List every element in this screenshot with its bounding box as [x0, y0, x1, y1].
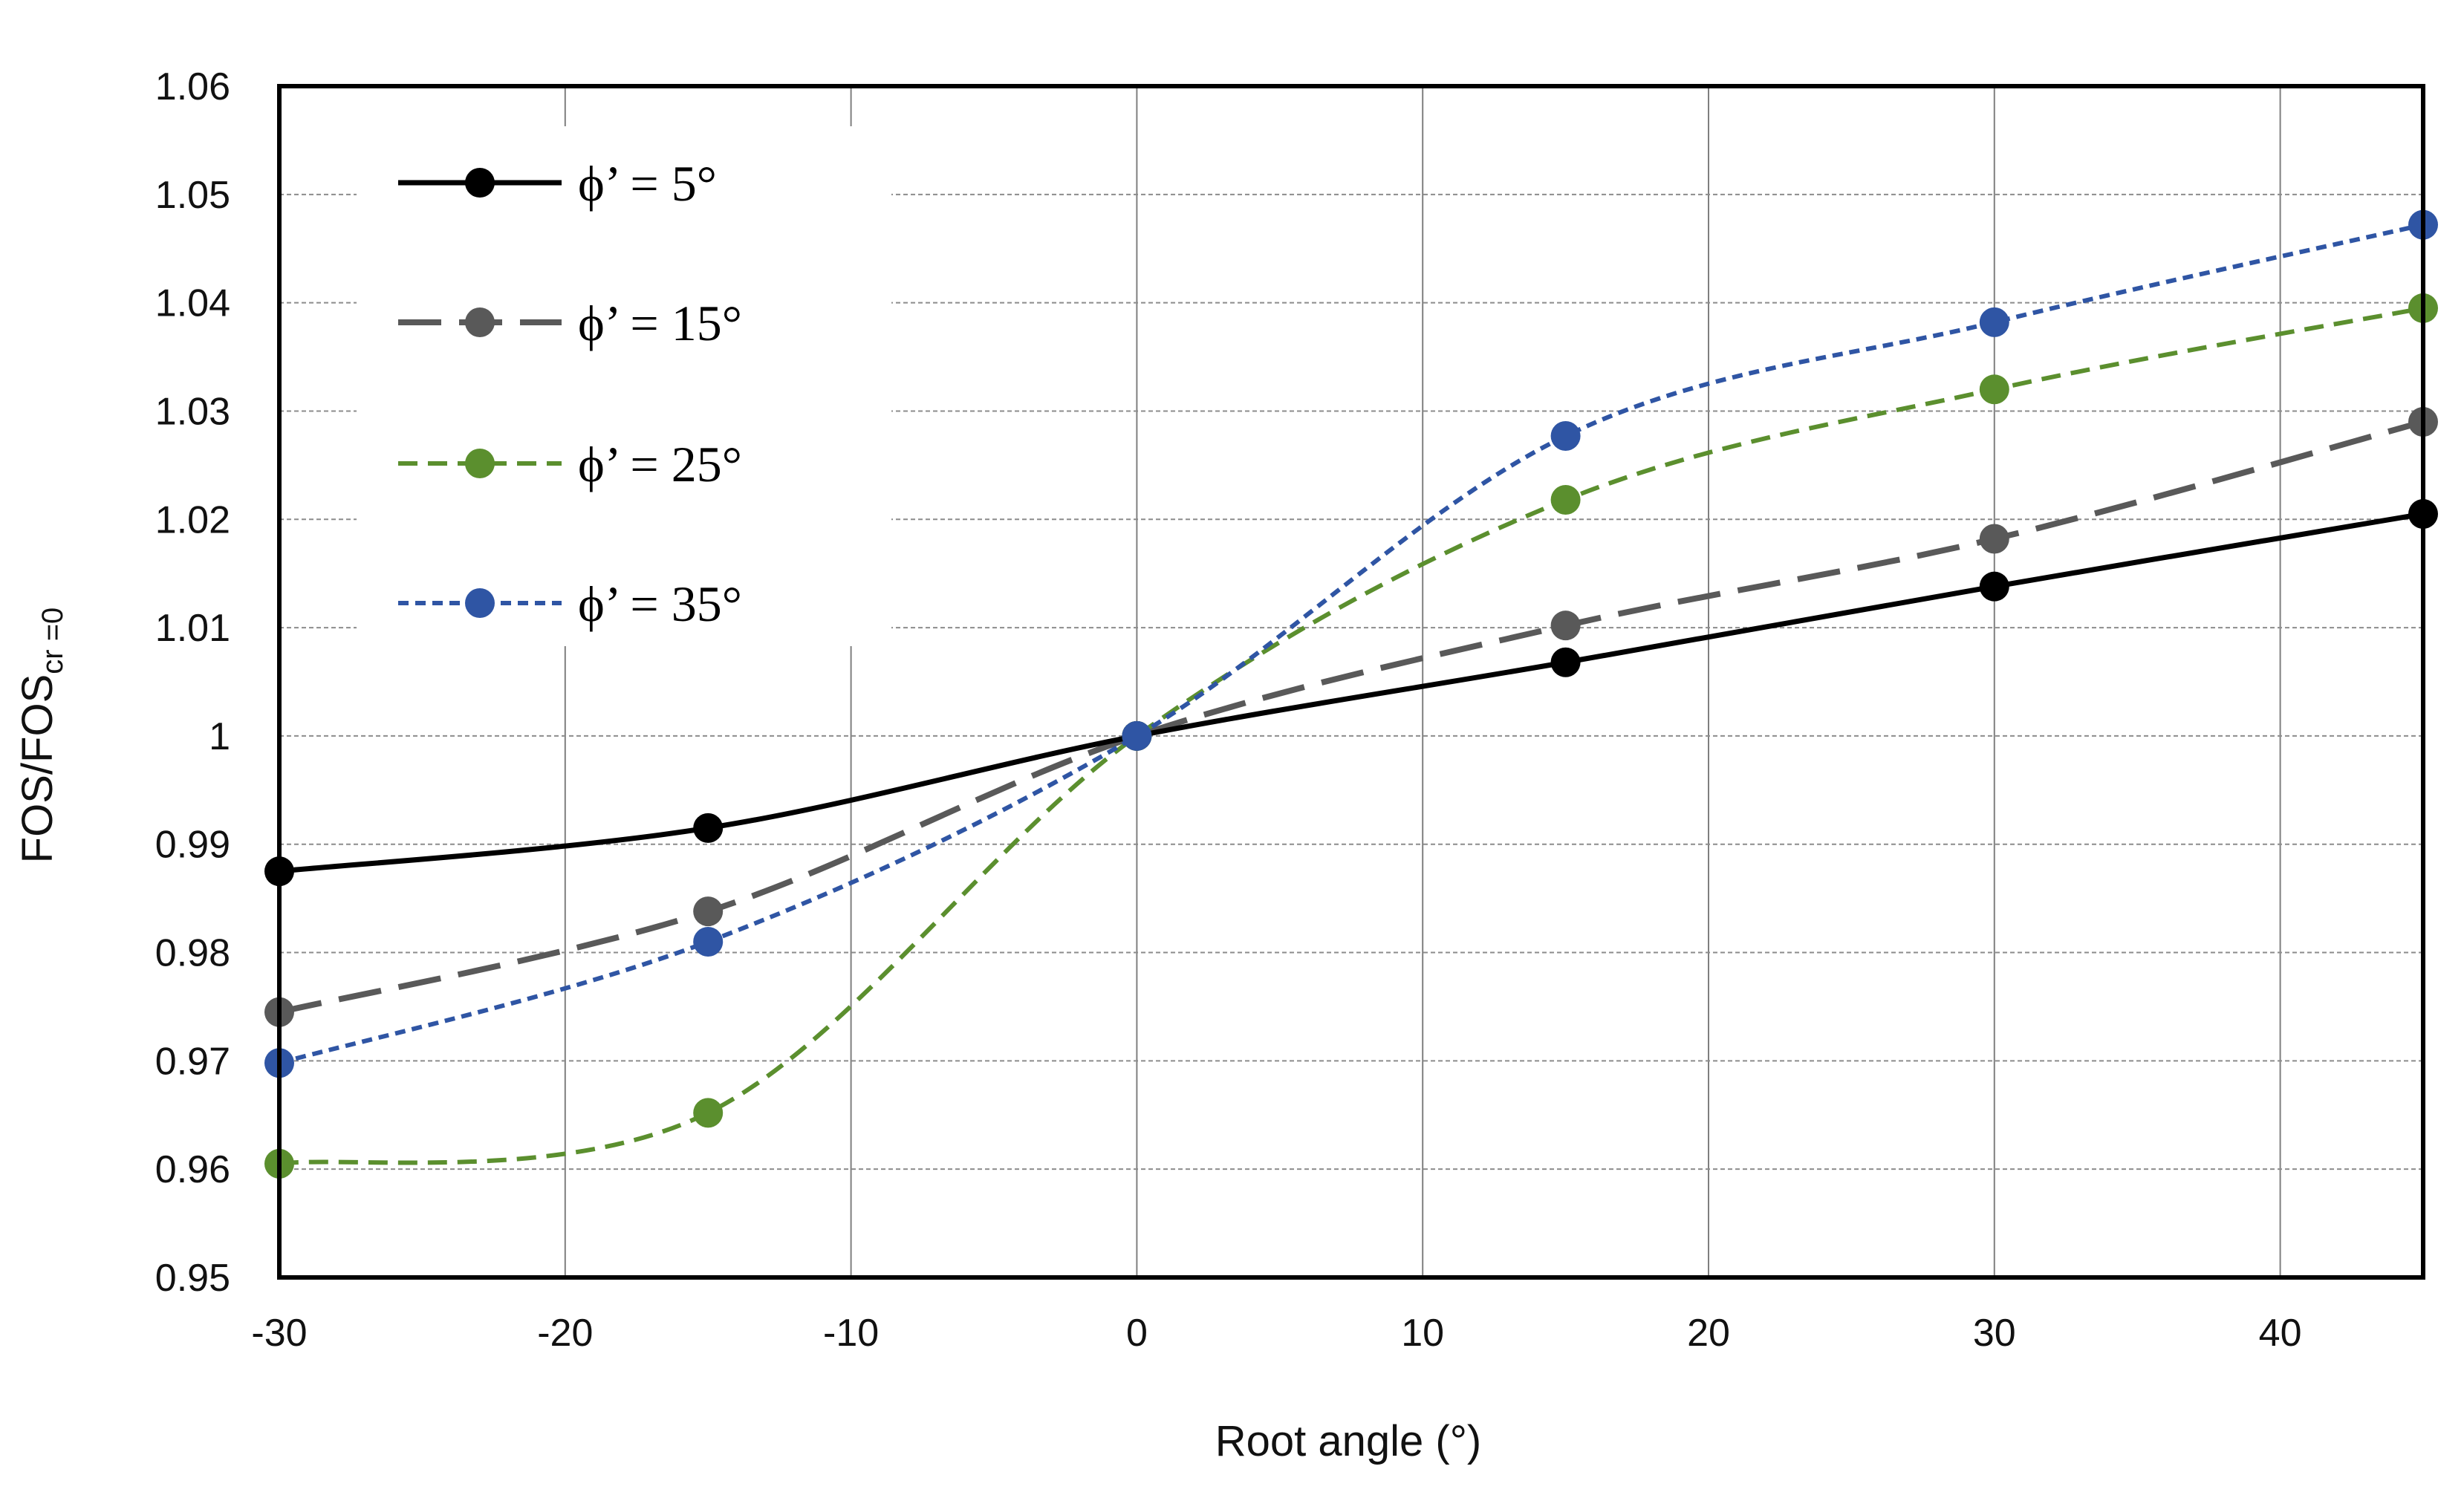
y-tick-label: 0.98: [155, 932, 230, 975]
y-tick-label: 1.01: [155, 607, 230, 650]
legend-label: ϕ’ = 15°: [578, 295, 742, 351]
data-point: [693, 813, 724, 843]
y-tick-label: 1.04: [155, 282, 230, 325]
data-point: [1979, 374, 2009, 405]
legend-marker: [465, 168, 495, 198]
x-tick-label: 40: [2259, 1312, 2302, 1355]
x-tick-label: 0: [1126, 1312, 1148, 1355]
legend-marker: [465, 449, 495, 478]
y-tick-label: 1.03: [155, 390, 230, 433]
y-axis-title-subscript: cr =0: [36, 608, 69, 674]
y-tick-label: 1.05: [155, 174, 230, 217]
legend: ϕ’ = 5° ϕ’ = 15° ϕ’ = 25° ϕ’ = 35°: [357, 126, 891, 646]
legend-label: ϕ’ = 25°: [578, 436, 742, 492]
y-tick-label: 1.02: [155, 498, 230, 541]
x-tick-label: 20: [1687, 1312, 1730, 1355]
x-tick-label: 30: [1973, 1312, 2016, 1355]
data-point: [1122, 720, 1152, 751]
legend-label: ϕ’ = 35°: [578, 576, 742, 632]
y-axis-title: FOS/FOScr =0: [13, 608, 69, 864]
y-tick-label: 0.99: [155, 824, 230, 867]
y-tick-label: 1: [209, 715, 230, 758]
legend-background: [357, 126, 891, 646]
data-point: [1979, 307, 2009, 337]
y-tick-label: 0.96: [155, 1148, 230, 1191]
data-point: [693, 1098, 724, 1128]
legend-marker: [465, 588, 495, 618]
y-tick-label: 0.97: [155, 1040, 230, 1083]
x-tick-label: -20: [537, 1312, 593, 1355]
gridlines: [279, 86, 2423, 1277]
series-line: [279, 419, 2425, 1015]
data-point: [1979, 571, 2009, 602]
series-line: [279, 305, 2424, 1166]
x-tick-label: -10: [823, 1312, 879, 1355]
data-point: [1550, 485, 1581, 515]
data-point: [693, 896, 724, 927]
x-axis-title: Root angle (°): [1215, 1417, 1481, 1465]
y-tick-label: 0.95: [155, 1257, 230, 1300]
data-point: [1979, 524, 2009, 554]
x-tick-label: -30: [251, 1312, 307, 1355]
tick-labels: -30 -20 -10 0 10 20 30 40 0.95 0.96 0.97 0.98 0.99 1 1…: [155, 65, 2302, 1355]
x-tick-label: 10: [1401, 1312, 1444, 1355]
y-axis-title-main: FOS/FOS: [13, 674, 62, 864]
legend-marker: [465, 307, 495, 337]
series-layer: [264, 209, 2438, 1179]
plot-area-frame: [277, 84, 2425, 1280]
data-point: [1550, 611, 1581, 641]
data-point: [1550, 647, 1581, 677]
y-tick-label: 1.06: [155, 65, 230, 108]
data-point: [693, 926, 724, 957]
data-point: [1550, 420, 1581, 451]
series-line: [279, 511, 2424, 874]
legend-label: ϕ’ = 5°: [578, 155, 717, 212]
